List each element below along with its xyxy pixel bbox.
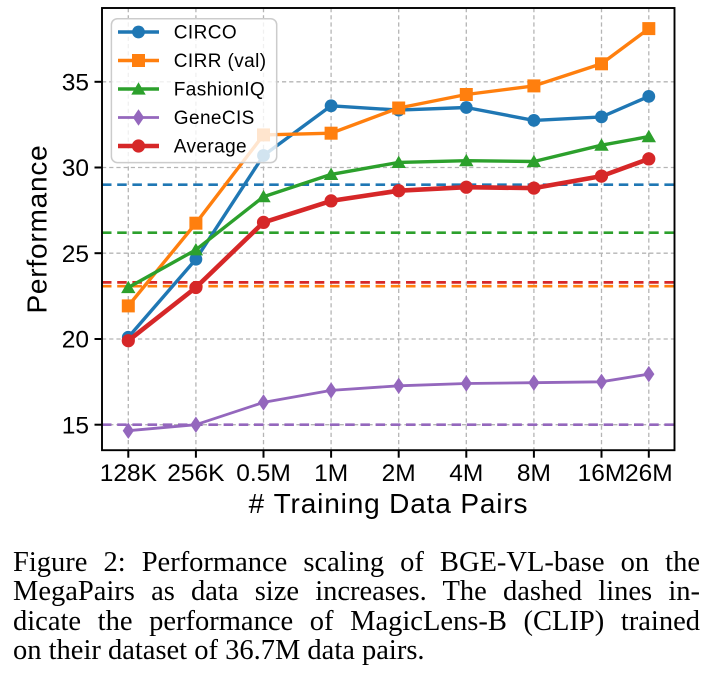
svg-text:1M: 1M [314,460,348,487]
svg-text:4M: 4M [449,460,483,487]
svg-text:0.5M: 0.5M [236,460,290,487]
svg-text:FashionIQ: FashionIQ [174,80,265,101]
svg-text:26M: 26M [625,460,673,487]
svg-text:30: 30 [62,155,89,182]
svg-text:CIRR (val): CIRR (val) [174,51,267,72]
svg-text:25: 25 [62,241,89,268]
svg-text:16M: 16M [578,460,626,487]
svg-text:256K: 256K [167,460,225,487]
svg-text:128K: 128K [100,460,158,487]
svg-text:# Training Data Pairs: # Training Data Pairs [249,488,529,519]
svg-text:15: 15 [62,412,89,439]
svg-text:8M: 8M [517,460,551,487]
svg-text:Performance: Performance [22,144,53,313]
svg-text:GeneCIS: GeneCIS [174,108,255,129]
svg-text:2M: 2M [382,460,416,487]
svg-text:20: 20 [62,327,89,354]
svg-text:Average: Average [174,137,247,158]
svg-text:35: 35 [62,69,89,96]
svg-text:CIRCO: CIRCO [174,23,237,44]
